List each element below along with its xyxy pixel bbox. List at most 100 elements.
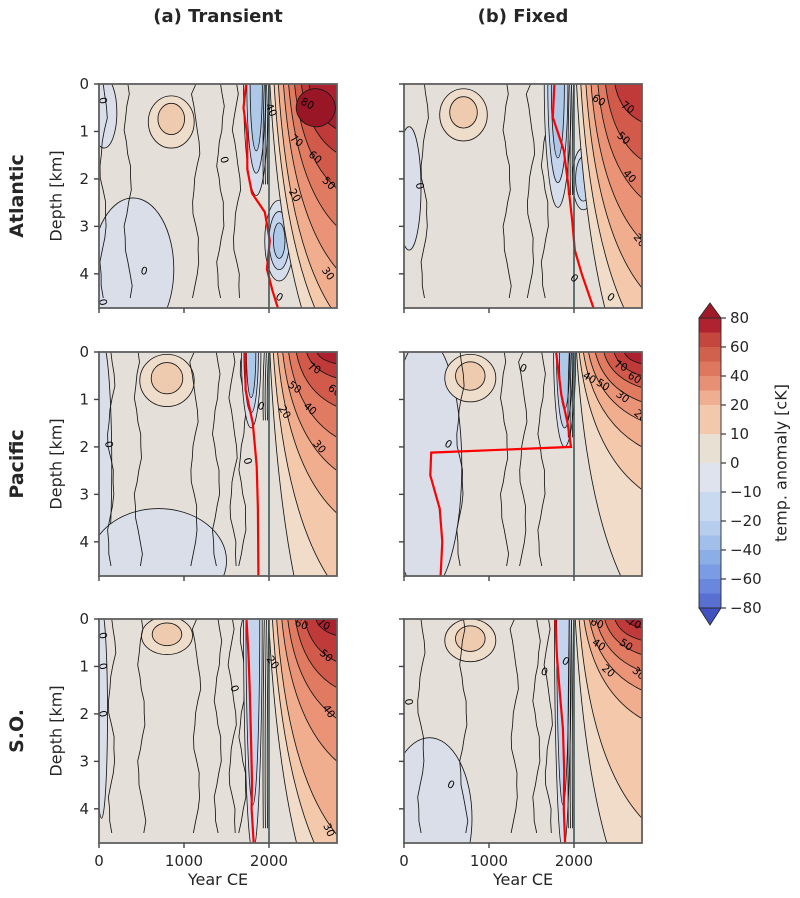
- contour-label: 80: [299, 95, 316, 112]
- y-tick-label: 1: [79, 122, 89, 140]
- x-tick-label: 0: [94, 852, 104, 870]
- colorbar-tick-label: 40: [730, 367, 749, 385]
- row-label-so: S.O.: [6, 709, 28, 753]
- colorbar-arrow-up: [698, 302, 722, 319]
- y-tick-label: 0: [79, 610, 89, 628]
- colorbar-tick-label: −10: [730, 483, 762, 501]
- red-line-so-fixed: [554, 619, 567, 843]
- contour-label: 0: [539, 665, 549, 678]
- column-title-transient: (a) Transient: [153, 6, 283, 27]
- colorbar-tick-label: −80: [730, 599, 762, 617]
- contour-label: 0: [517, 362, 528, 376]
- y-tick-label: 3: [79, 217, 89, 235]
- y-tick-label: 4: [79, 265, 89, 283]
- contour-label: 30: [320, 822, 337, 839]
- axes-spines: [403, 618, 643, 844]
- y-axis-label-row2: Depth [km]: [46, 418, 66, 510]
- axes-spines: [98, 351, 338, 577]
- y-tick-label: 3: [79, 485, 89, 503]
- contour-label: 0: [273, 291, 285, 305]
- contour-label: 20: [631, 407, 649, 425]
- x-tick-label: 1000: [165, 852, 203, 870]
- contour-label: 60: [589, 616, 606, 632]
- colorbar-tick-label: −20: [730, 512, 762, 530]
- contour-label: 0: [445, 778, 457, 792]
- colorbar-tick-label: 0: [730, 454, 740, 472]
- red-line-pacific-fixed: [429, 352, 573, 576]
- colorbar-arrow-down: [698, 607, 722, 626]
- colorbar-tick-label: 20: [730, 396, 749, 414]
- axes-spines: [98, 83, 338, 309]
- row-label-pacific: Pacific: [6, 429, 28, 499]
- contour-label: 0: [442, 438, 454, 452]
- x-tick-label: 0: [399, 852, 409, 870]
- contour-label: 20: [631, 232, 649, 250]
- contour-label: 70: [612, 358, 629, 374]
- contour-label: 0: [96, 96, 109, 105]
- contour-label: 40: [262, 102, 279, 119]
- red-line-pacific-transient: [244, 352, 260, 576]
- contour-label: 0: [217, 155, 230, 165]
- colorbar-label: temp. anomaly [cK]: [771, 384, 791, 542]
- y-tick-label: 4: [79, 533, 89, 551]
- y-tick-label: 3: [79, 752, 89, 770]
- x-tick-label: 1000: [470, 852, 508, 870]
- contour-label: 0: [413, 182, 426, 191]
- contour-label: 0: [96, 298, 109, 307]
- contour-label: 70: [305, 360, 322, 377]
- colorbar-tick-label: 10: [730, 425, 749, 443]
- colorbar: 80 60 40 20 10 0 −10 −20 −40 −60 −80: [698, 302, 762, 626]
- contour-label: 0: [96, 631, 109, 640]
- x-tick-label: 2000: [250, 852, 288, 870]
- x-tick-label: 2000: [555, 852, 593, 870]
- x-axis-label-left: Year CE: [187, 870, 249, 889]
- contour-label: 40: [581, 370, 599, 387]
- contour-label: 0: [560, 655, 572, 669]
- y-axis-label-row3: Depth [km]: [46, 685, 66, 777]
- y-tick-label: 1: [79, 390, 89, 408]
- axes-spines: [403, 351, 643, 577]
- axes-spines: [403, 83, 643, 309]
- contour-label: 20: [286, 187, 303, 205]
- colorbar-tick-label: −60: [730, 570, 762, 588]
- red-line-atlantic-fixed: [551, 84, 595, 308]
- row-label-atlantic: Atlantic: [6, 154, 28, 238]
- y-tick-label: 4: [79, 800, 89, 818]
- y-tick-label: 1: [79, 657, 89, 675]
- contour-label: 60: [326, 382, 344, 400]
- y-tick-label: 2: [79, 170, 89, 188]
- red-line-so-transient: [245, 619, 255, 843]
- contour-label: 0: [139, 265, 149, 278]
- colorbar-tick-label: 60: [730, 338, 749, 356]
- contour-label: 0: [241, 456, 254, 466]
- y-tick-label: 2: [79, 705, 89, 723]
- contour-label: 0: [256, 400, 266, 414]
- contour-label: 60: [293, 617, 310, 633]
- y-axis-label-row1: Depth [km]: [46, 150, 66, 242]
- column-title-fixed: (b) Fixed: [477, 6, 569, 27]
- y-tick-label: 0: [79, 75, 89, 93]
- x-axis-label-right: Year CE: [492, 870, 554, 889]
- contour-label: 0: [102, 440, 115, 449]
- colorbar-tick-label: 80: [730, 309, 749, 327]
- contour-label: 0: [96, 710, 109, 719]
- y-tick-label: 0: [79, 343, 89, 361]
- y-tick-label: 2: [79, 438, 89, 456]
- contour-label: 0: [96, 662, 109, 671]
- contour-label: 0: [402, 698, 415, 706]
- contour-label: 0: [227, 684, 241, 694]
